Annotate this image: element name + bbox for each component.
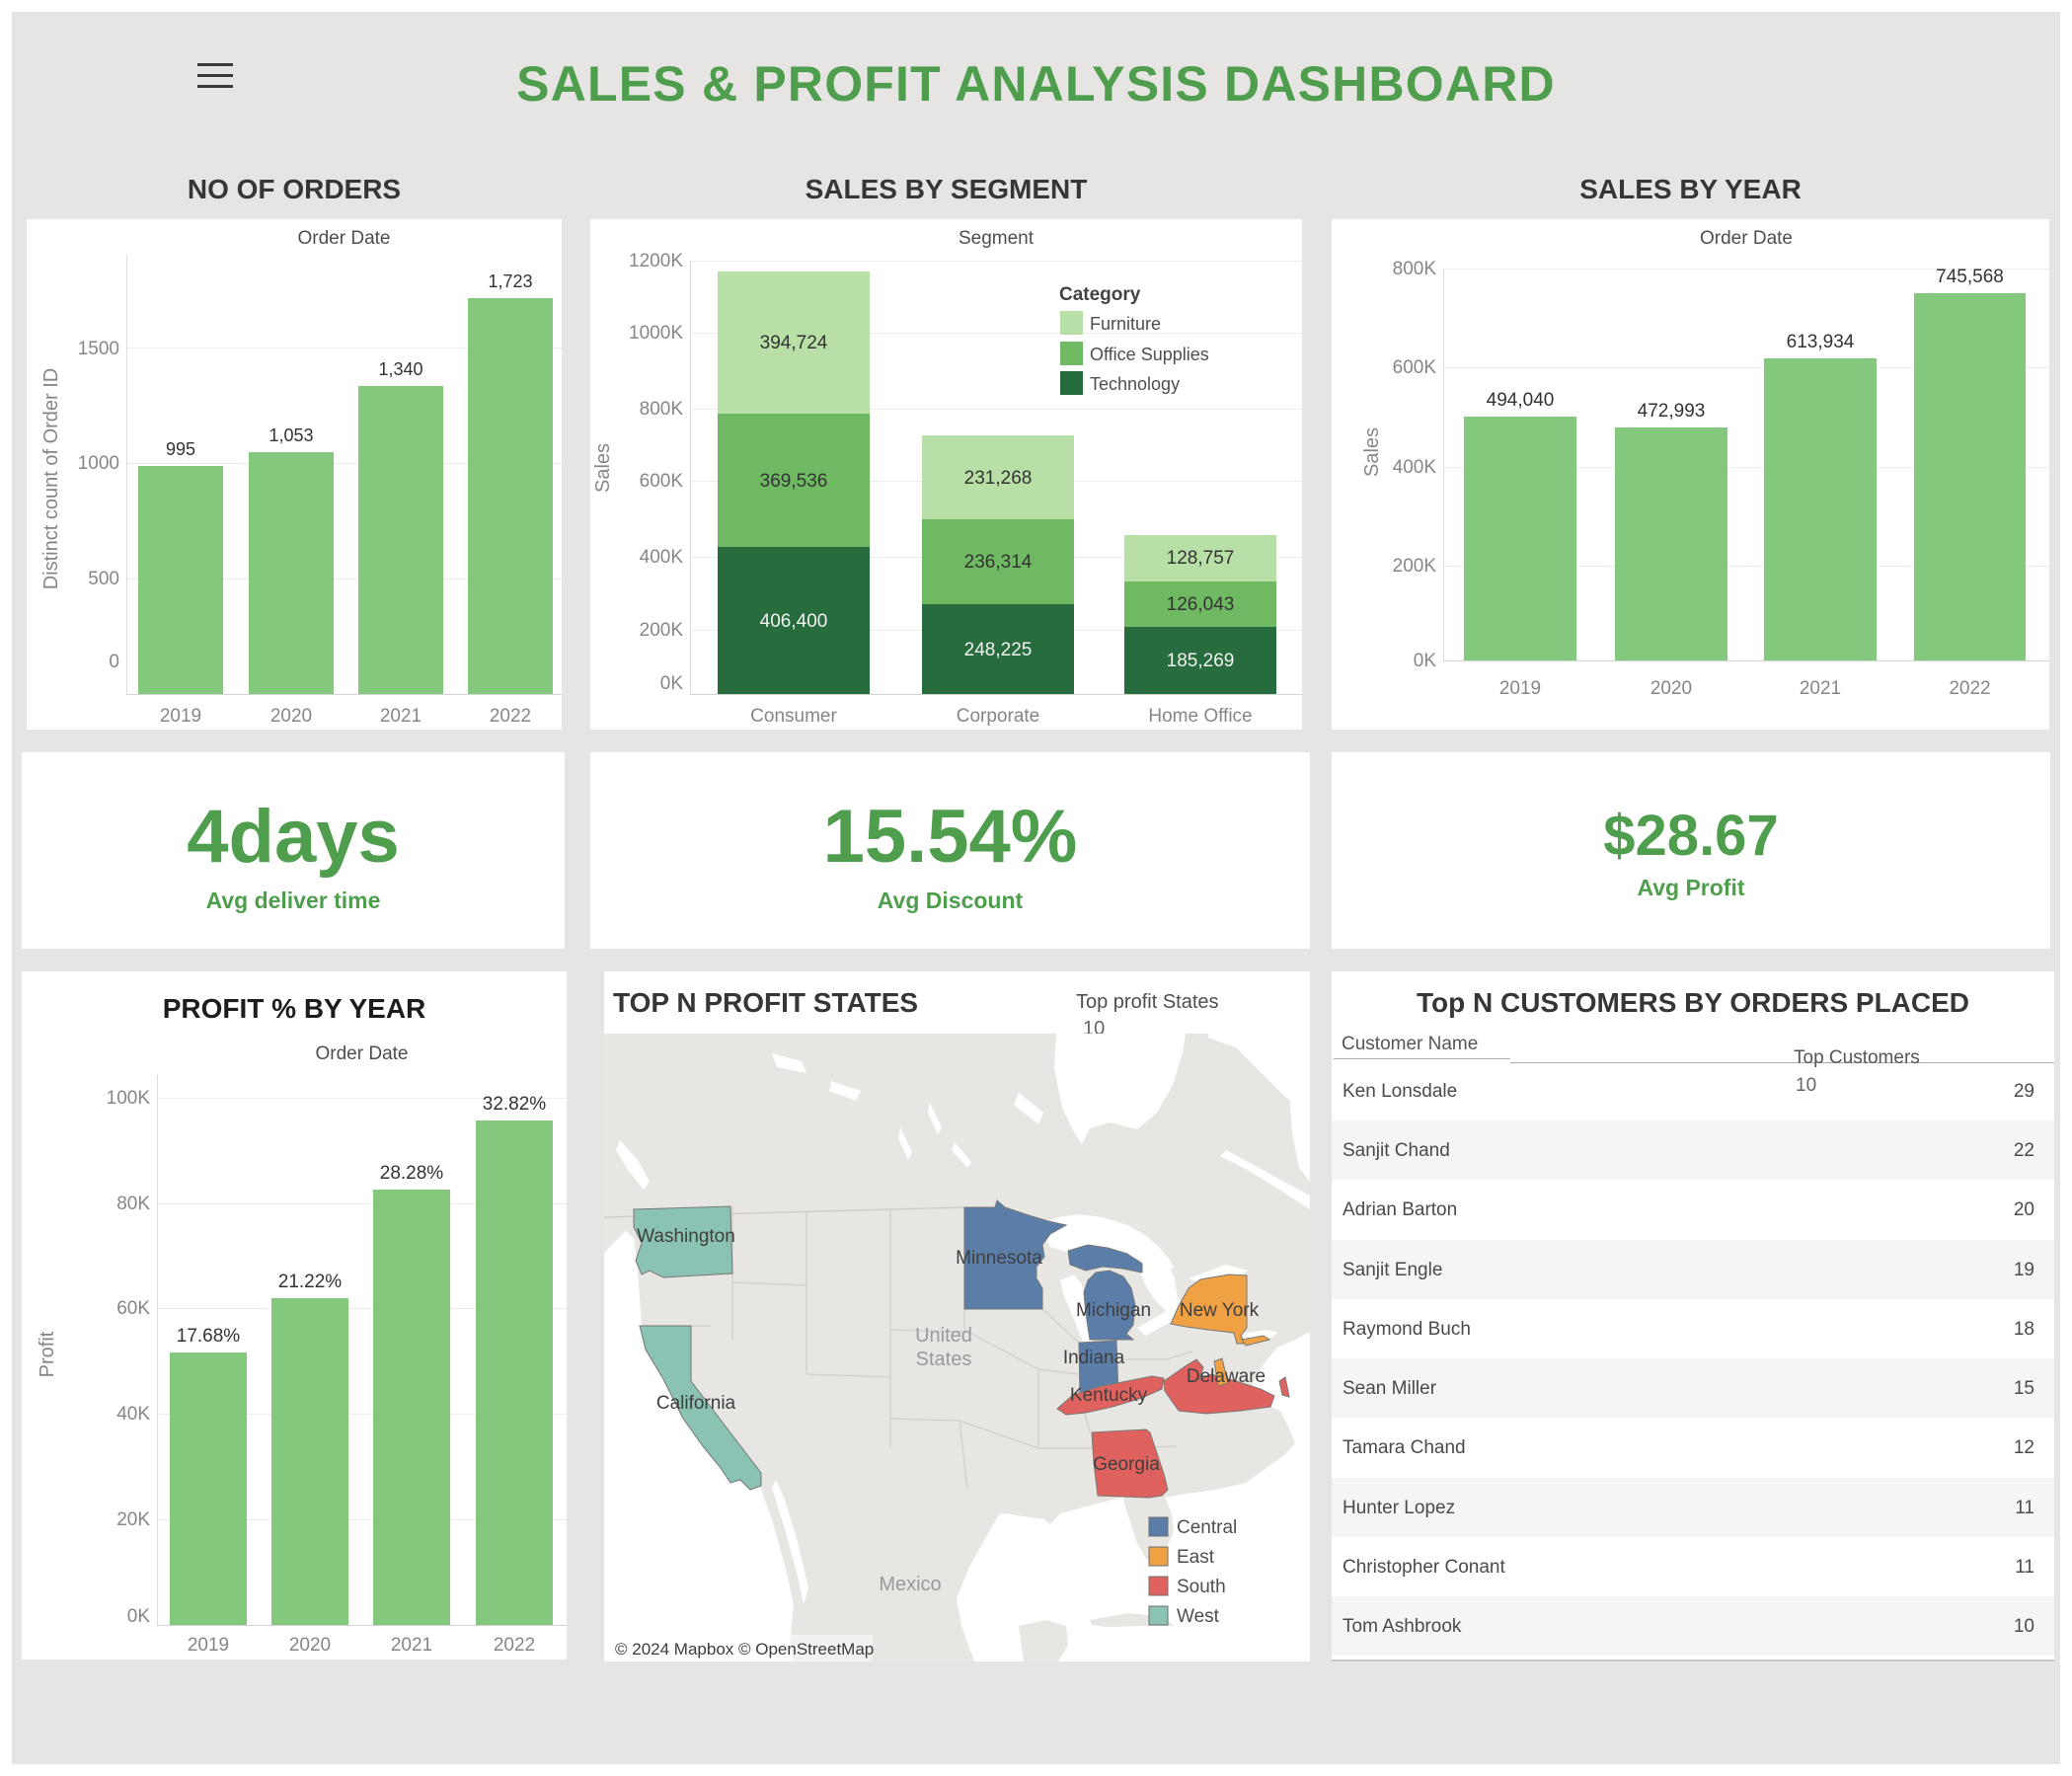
svg-text:Central: Central <box>1177 1517 1237 1538</box>
svg-text:© 2024 Mapbox © OpenStreetMap: © 2024 Mapbox © OpenStreetMap <box>615 1640 874 1659</box>
svg-text:States: States <box>916 1349 972 1370</box>
svg-text:Mexico: Mexico <box>879 1574 941 1595</box>
svg-text:California: California <box>656 1393 736 1414</box>
svg-text:Kentucky: Kentucky <box>1070 1385 1148 1406</box>
svg-text:Delaware: Delaware <box>1187 1366 1266 1387</box>
svg-text:South: South <box>1177 1577 1226 1597</box>
svg-text:Georgia: Georgia <box>1093 1454 1160 1475</box>
svg-text:New York: New York <box>1180 1300 1260 1321</box>
svg-text:East: East <box>1177 1547 1215 1568</box>
svg-text:Michigan: Michigan <box>1076 1300 1151 1321</box>
svg-text:West: West <box>1177 1606 1220 1627</box>
svg-text:Indiana: Indiana <box>1063 1348 1125 1368</box>
svg-text:Minnesota: Minnesota <box>956 1248 1042 1269</box>
svg-text:United: United <box>915 1325 972 1347</box>
svg-text:Washington: Washington <box>637 1226 735 1247</box>
